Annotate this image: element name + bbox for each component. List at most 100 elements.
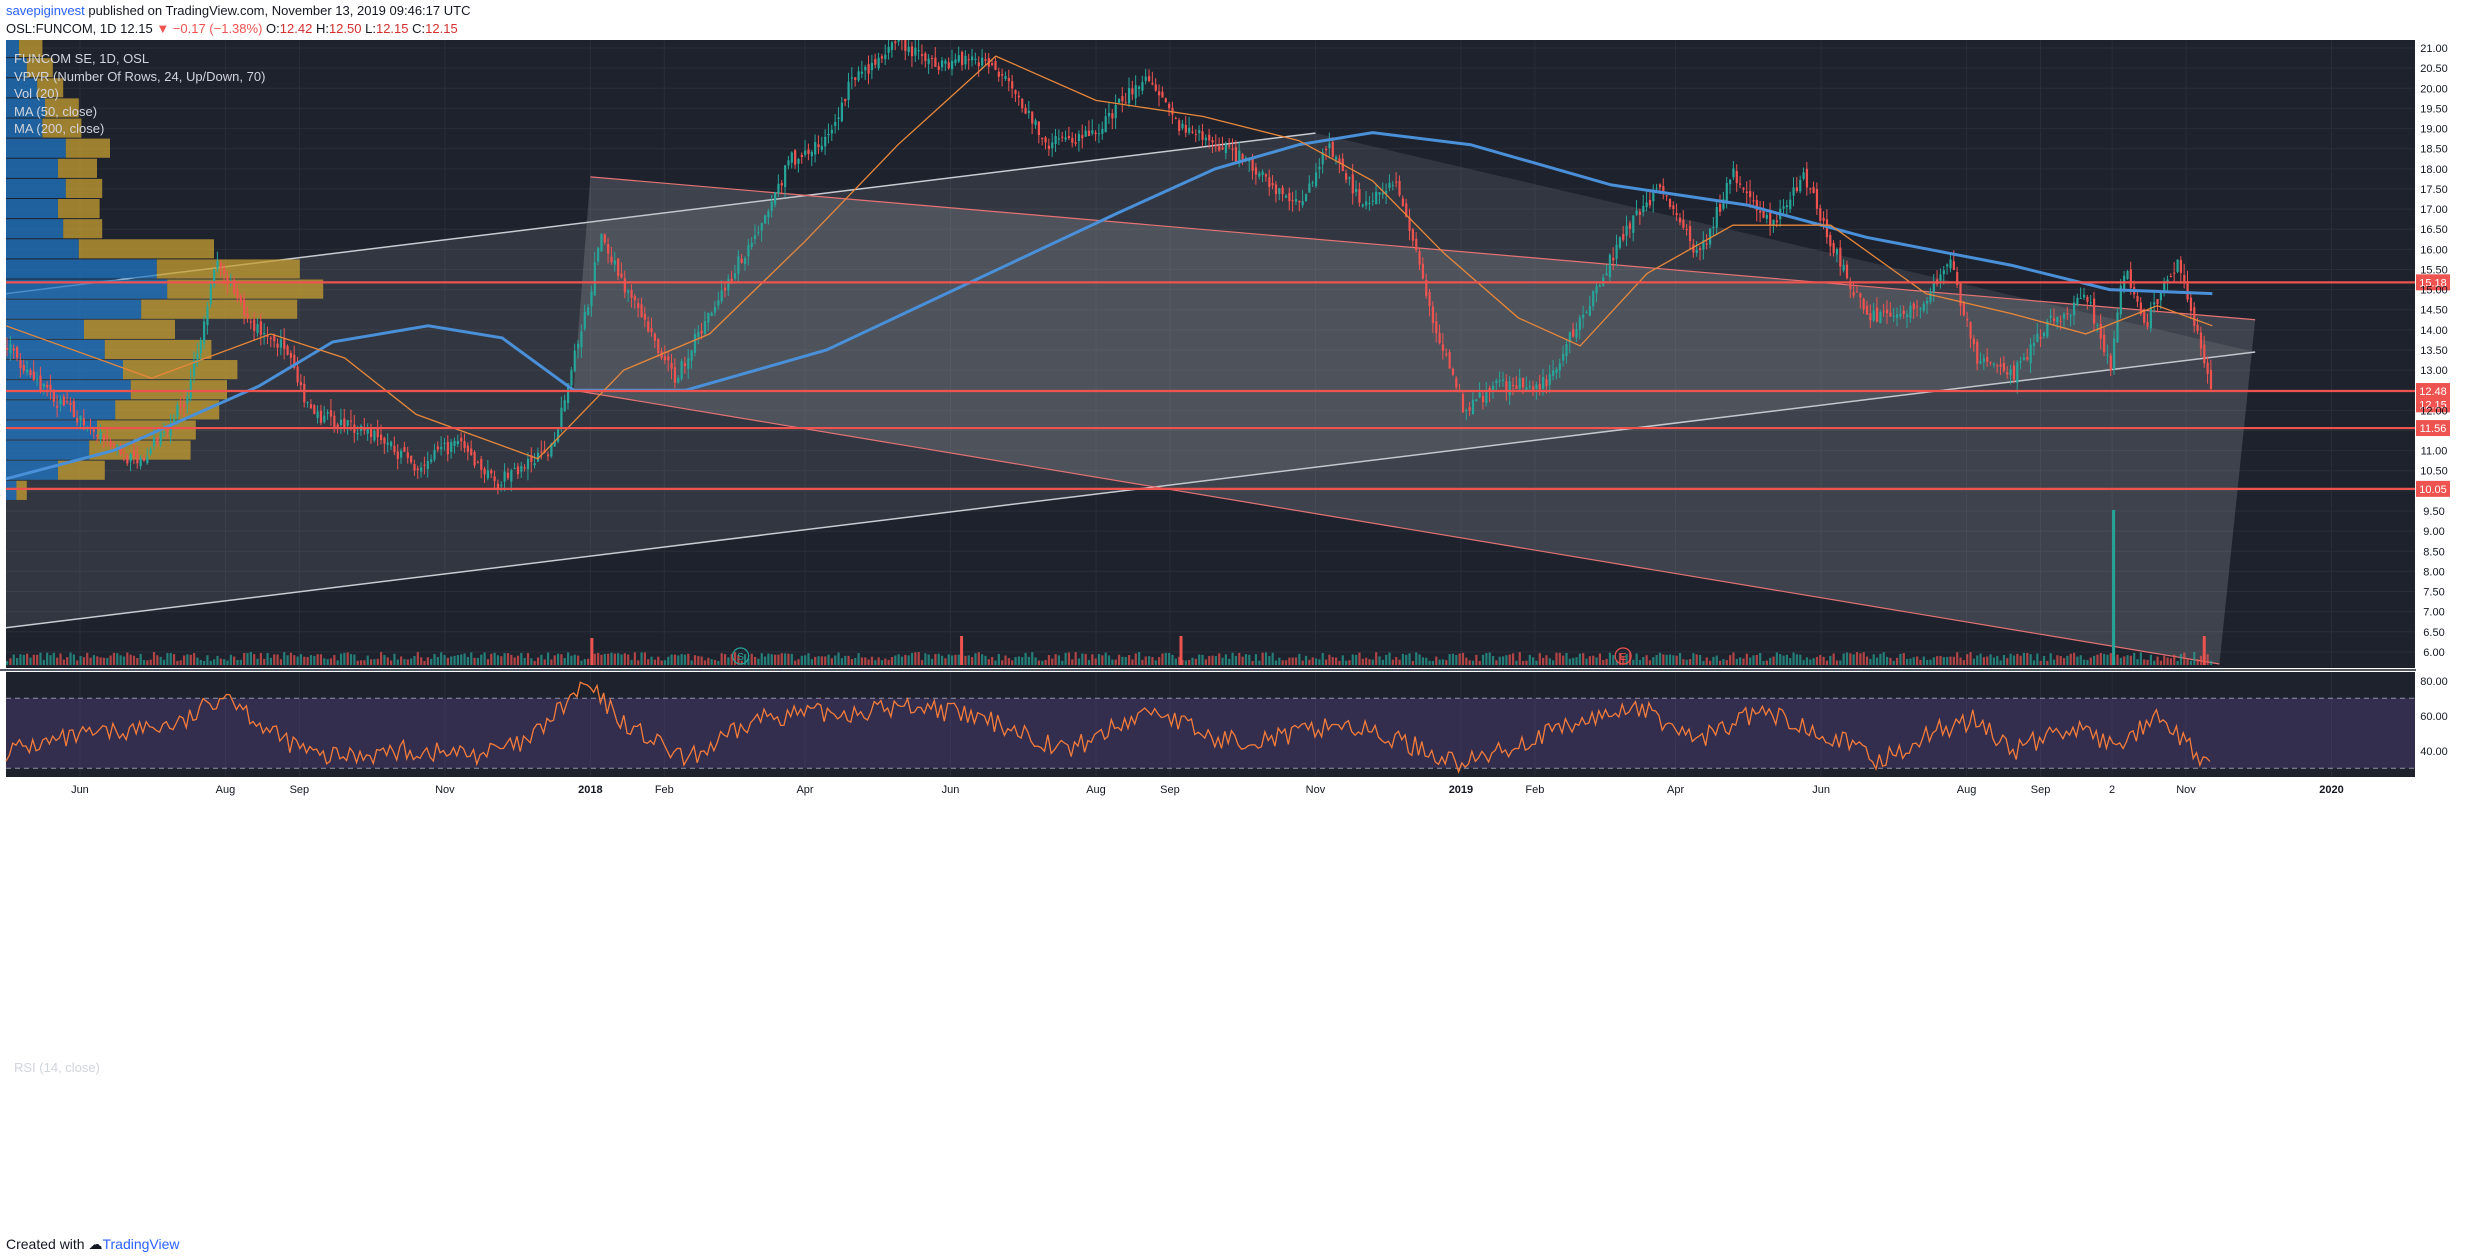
candle-body-474 — [1588, 306, 1591, 316]
volume-bar-549 — [1839, 660, 1842, 665]
candle-body-26 — [92, 429, 96, 432]
legend-item-ma50[interactable]: MA (50, close) — [14, 103, 98, 119]
volume-bar-194 — [653, 659, 657, 665]
volume-bar-331 — [1111, 659, 1114, 665]
candle-body-470 — [1575, 329, 1578, 338]
candle-body-519 — [1739, 183, 1742, 185]
volume-bar-479 — [1605, 658, 1608, 665]
open-label: O: — [266, 21, 280, 36]
vp-down-bar-22 — [19, 40, 43, 58]
candle-body-351 — [1178, 120, 1181, 131]
candle-body-538 — [1802, 172, 1805, 179]
candle-body-442 — [1481, 395, 1485, 403]
volume-bar-151 — [510, 654, 513, 665]
legend-item-vpvr[interactable]: VPVR (Number Of Rows, 24, Up/Down, 70) — [14, 68, 266, 84]
volume-bar-467 — [1565, 652, 1568, 665]
candle-body-283 — [950, 60, 954, 70]
volume-bar-650 — [2176, 660, 2179, 665]
candle-body-321 — [1077, 133, 1081, 141]
candle-body-198 — [667, 356, 670, 361]
volume-bar-232 — [780, 653, 783, 665]
candle-body-120 — [406, 452, 409, 458]
volume-bar-95 — [323, 658, 326, 665]
volume-bar-46 — [159, 656, 162, 665]
price-tick-label-5: 18.50 — [2420, 144, 2448, 156]
volume-bar-495 — [1658, 652, 1662, 665]
time-tick-label-13: Apr — [1667, 784, 1684, 796]
volume-bar-143 — [483, 652, 486, 665]
volume-bar-571 — [1912, 657, 1915, 665]
volume-bar-218 — [733, 652, 737, 665]
descending-channel-lower-line — [573, 389, 2220, 665]
volume-bar-348 — [1168, 652, 1171, 665]
volume-bar-42 — [146, 660, 149, 665]
candle-body-81 — [276, 343, 279, 348]
candle-body-382 — [1281, 187, 1284, 195]
candle-body-622 — [2082, 294, 2086, 298]
candle-body-256 — [860, 71, 864, 74]
candle-body-591 — [1979, 361, 1982, 364]
volume-bar-287 — [964, 655, 967, 665]
candle-body-367 — [1231, 148, 1234, 150]
candle-body-145 — [490, 470, 493, 474]
volume-bar-270 — [907, 655, 910, 665]
volume-bar-399 — [1338, 660, 1341, 665]
tradingview-link[interactable]: TradingView — [102, 1236, 180, 1252]
legend-item-vol[interactable]: Vol (20) — [14, 86, 59, 101]
price-tick-label-23: 9.50 — [2423, 506, 2444, 518]
volume-bar-21 — [76, 660, 79, 665]
candle-body-536 — [1795, 187, 1799, 192]
volume-bar-158 — [533, 660, 536, 665]
candle-body-381 — [1278, 188, 1281, 194]
vp-down-bar-15 — [65, 178, 103, 199]
candle-body-341 — [1144, 76, 1147, 81]
candle-body-569 — [1906, 314, 1909, 318]
candle-body-421 — [1411, 229, 1415, 241]
candle-body-542 — [1815, 189, 1819, 209]
candle-body-12 — [46, 384, 49, 388]
candle-body-119 — [403, 447, 406, 452]
candle-body-507 — [1698, 248, 1702, 250]
candle-body-195 — [657, 339, 660, 353]
volume-bar-603 — [2019, 655, 2022, 665]
candle-body-57 — [196, 353, 199, 363]
candle-body-83 — [283, 337, 286, 350]
legend-item-ma200[interactable]: MA (200, close) — [14, 121, 105, 136]
candle-body-85 — [289, 352, 293, 358]
volume-bar-64 — [219, 658, 222, 665]
candle-body-424 — [1421, 263, 1425, 279]
volume-bar-489 — [1638, 659, 1642, 665]
candle-body-380 — [1274, 184, 1278, 195]
volume-bar-180 — [607, 653, 610, 665]
chart-legend: FUNCOM SE, 1D, OSL VPVR (Number Of Rows,… — [14, 50, 265, 138]
volume-bar-410 — [1375, 652, 1378, 665]
volume-bar-555 — [1859, 653, 1862, 665]
volume-bar-477 — [1598, 653, 1602, 665]
candle-body-509 — [1705, 243, 1708, 245]
volume-bar-459 — [1538, 653, 1541, 665]
publisher-link[interactable]: savepiginvest — [6, 3, 85, 18]
vp-down-bar-9 — [141, 299, 298, 319]
volume-bar-34 — [119, 655, 122, 665]
volume-bar-153 — [516, 655, 520, 665]
volume-bar-146 — [493, 652, 496, 665]
volume-bar-367 — [1231, 652, 1234, 665]
chart-canvas[interactable]: S E 15.18 12.48 11.56 10.05 12.15 21.00 20.50 20.… — [0, 40, 2468, 1230]
volume-bar-116 — [393, 653, 396, 665]
volume-bar-417 — [1398, 659, 1401, 665]
volume-bar-637 — [2133, 652, 2136, 665]
candle-body-406 — [1361, 204, 1364, 207]
volume-bar-128 — [433, 654, 436, 665]
candle-body-412 — [1381, 193, 1384, 195]
volume-bar-358 — [1201, 654, 1204, 665]
volume-bar-611 — [2046, 660, 2049, 665]
candle-body-361 — [1211, 140, 1214, 143]
volume-bar-446 — [1495, 660, 1498, 665]
candle-body-636 — [2129, 269, 2132, 288]
candle-body-245 — [824, 136, 827, 147]
volume-bar-86 — [293, 655, 296, 665]
volume-bar-615 — [2059, 655, 2062, 665]
volume-bar-633 — [2119, 657, 2122, 665]
volume-bar-155 — [523, 657, 526, 665]
candle-body-233 — [784, 165, 787, 188]
